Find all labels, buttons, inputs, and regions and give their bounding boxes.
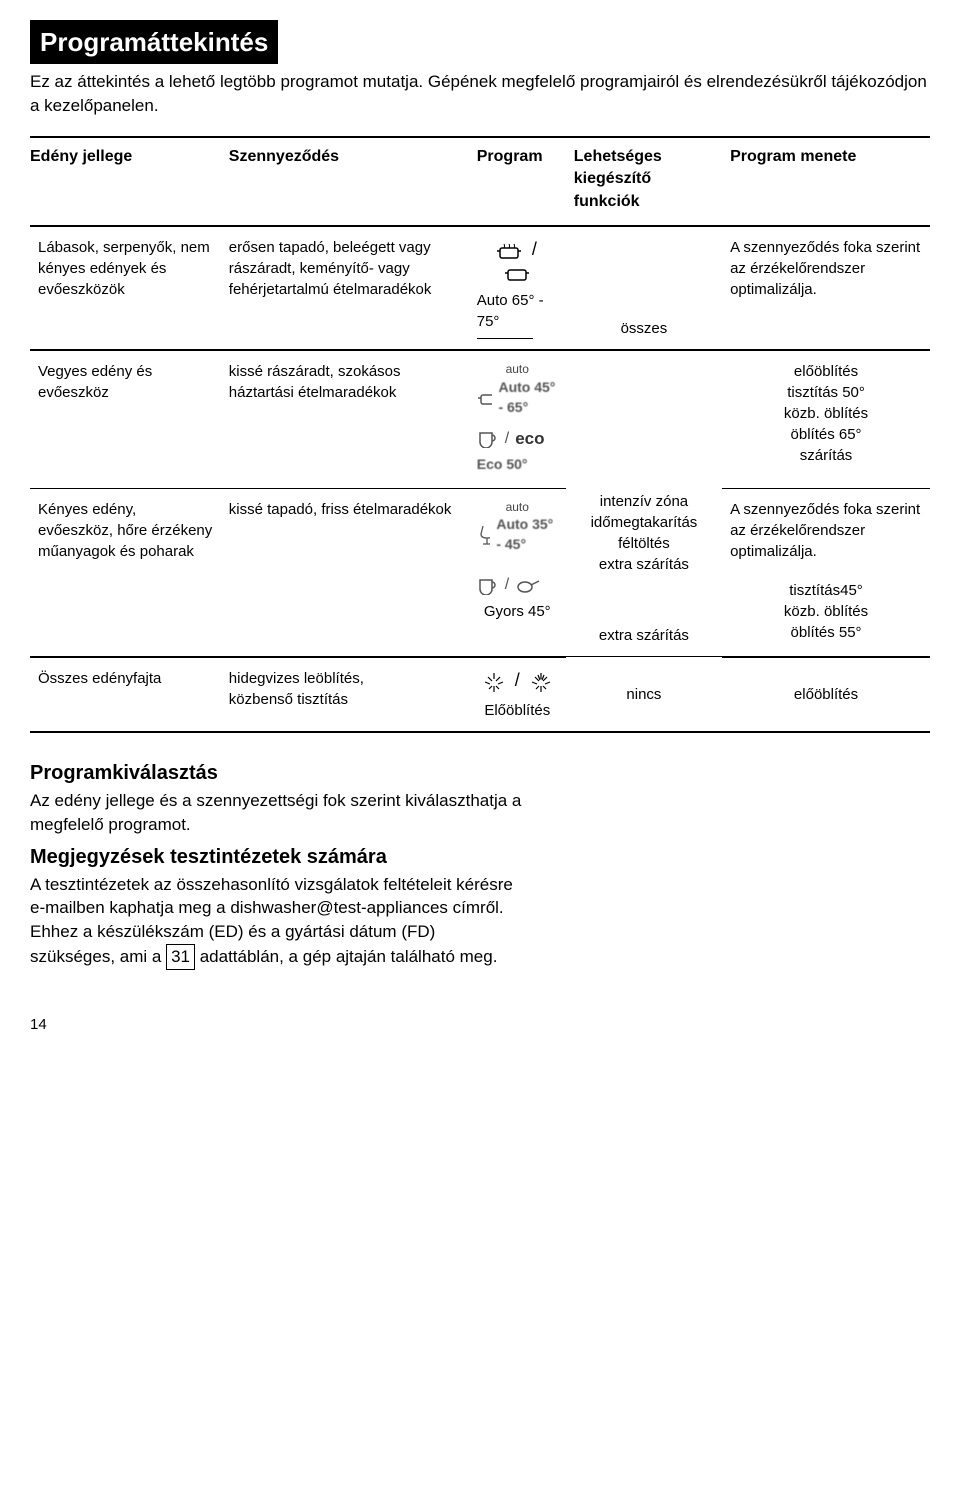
auto-small-label: auto [477, 361, 558, 378]
cell-text: Vegyes edény és evőeszköz [38, 361, 213, 403]
cup-icon [477, 430, 499, 448]
cell-menete: előöblítés tisztítás 50° közb. öblítés ö… [722, 350, 930, 488]
cell-program: / Előöblítés [469, 657, 566, 732]
cell-soil: erősen tapadó, beleégett vagy rászáradt,… [221, 226, 469, 350]
cell-text: kissé tapadó, friss ételmaradékok [229, 499, 461, 520]
programs-table: Edény jellege Szennyeződés Program Lehet… [30, 136, 930, 733]
program-icons: / [477, 668, 558, 694]
pan-icon [515, 577, 541, 595]
cell-dish: Összes edényfajta [30, 657, 221, 732]
table-row: Összes edényfajta hidegvizes leöblítés, … [30, 657, 930, 732]
slash: / [515, 670, 520, 690]
cell-text: extra szárítás [574, 554, 714, 575]
program-temp: Auto 65° - 75° [477, 290, 558, 332]
cell-text: A szennyeződés foka szerint az érzékelőr… [730, 237, 922, 300]
program-eco: / eco [477, 427, 558, 451]
spray-icon [481, 670, 507, 694]
cell-soil: kissé tapadó, friss ételmaradékok [221, 488, 469, 657]
header-soil: Szennyeződés [221, 137, 469, 226]
slash: / [505, 574, 509, 596]
cell-text: időmegtakarítás [574, 512, 714, 533]
cell-text: A szennyeződés foka szerint az érzékelőr… [730, 499, 922, 562]
cell-text: tisztítás 50° [730, 382, 922, 403]
cup-icon [477, 577, 499, 595]
page-title: Programáttekintés [30, 20, 278, 64]
pot-icon [477, 389, 493, 407]
eco-label: eco [515, 427, 544, 451]
cell-options: intenzív zóna időmegtakarítás féltöltés … [566, 350, 722, 657]
cell-menete: A szennyeződés foka szerint az érzékelőr… [722, 226, 930, 350]
cell-text: közbenső tisztítás [229, 689, 461, 710]
cell-text: Lábasok, serpenyők, nem kényes edények é… [38, 237, 213, 300]
cell-text: extra szárítás [574, 625, 714, 646]
program-auto: Auto 45° - 65° [477, 378, 558, 417]
intro-text: Ez az áttekintés a lehető legtöbb progra… [30, 70, 930, 118]
cell-soil: kissé rászáradt, szokásos háztartási éte… [221, 350, 469, 488]
cell-program: auto Auto 45° - 65° / eco Eco 50° [469, 350, 566, 488]
divider [477, 338, 534, 339]
page-number: 14 [30, 1014, 930, 1035]
cell-text: intenzív zóna [574, 491, 714, 512]
cell-options: nincs [566, 657, 722, 732]
section-heading-programkivalasztas: Programkiválasztás [30, 759, 525, 787]
program-auto-glass: Auto 35° - 45° [477, 515, 558, 554]
slash: / [505, 428, 509, 450]
program-text: Auto 35° - 45° [496, 515, 557, 554]
cell-text: előöblítés [730, 684, 922, 705]
header-program: Program [469, 137, 566, 226]
cell-soil: hidegvizes leöblítés, közbenső tisztítás [221, 657, 469, 732]
cell-text: Összes edényfajta [38, 668, 213, 689]
program-gyors: / [477, 574, 558, 596]
header-menete: Program menete [722, 137, 930, 226]
program-text: Auto 45° - 65° [498, 378, 557, 417]
cell-program: / Auto 65° - 75° [469, 226, 566, 350]
cell-options: összes [566, 226, 722, 350]
cell-text: hidegvizes leöblítés, [229, 668, 461, 689]
table-row: Lábasok, serpenyők, nem kényes edények é… [30, 226, 930, 350]
slash: / [532, 239, 537, 259]
bottom-section: Programkiválasztás Az edény jellege és a… [30, 759, 525, 970]
reference-box: 31 [166, 944, 195, 970]
header-options: Lehetséges kiegészítő funkciók [566, 137, 722, 226]
cell-dish: Lábasok, serpenyők, nem kényes edények é… [30, 226, 221, 350]
cell-menete: előöblítés [722, 657, 930, 732]
cell-text: tisztítás45° [730, 580, 922, 601]
cell-text: öblítés 55° [730, 622, 922, 643]
pot-icon [502, 262, 532, 284]
cell-text: nincs [574, 684, 714, 705]
cell-text: előöblítés [730, 361, 922, 382]
cell-text: öblítés 65° [730, 424, 922, 445]
cell-text: féltöltés [574, 533, 714, 554]
cell-dish: Kényes edény, evőeszköz, hőre érzékeny m… [30, 488, 221, 657]
program-text: Eco 50° [477, 455, 558, 475]
program-text: Előöblítés [477, 700, 558, 721]
cell-text: közb. öblítés [730, 403, 922, 424]
table-row: Kényes edény, evőeszköz, hőre érzékeny m… [30, 488, 930, 657]
program-icons: / [477, 237, 558, 284]
cell-text: összes [574, 318, 714, 339]
cell-text: szárítás [730, 445, 922, 466]
cell-menete: A szennyeződés foka szerint az érzékelőr… [722, 488, 930, 657]
glass-icon [477, 524, 491, 546]
paragraph: Ehhez a készülékszám (ED) és a gyártási … [30, 920, 525, 970]
spray-dense-icon [528, 670, 554, 694]
auto-small-label: auto [477, 499, 558, 516]
header-dish: Edény jellege [30, 137, 221, 226]
pot-intensive-icon [494, 240, 524, 262]
paragraph: Az edény jellege és a szennyezettségi fo… [30, 789, 525, 837]
paragraph: A tesztintézetek az összehasonlító vizsg… [30, 873, 525, 921]
cell-text: Kényes edény, evőeszköz, hőre érzékeny m… [38, 499, 213, 562]
cell-text: közb. öblítés [730, 601, 922, 622]
table-row: Vegyes edény és evőeszköz kissé rászárad… [30, 350, 930, 488]
section-heading-tesztintezetek: Megjegyzések tesztintézetek számára [30, 843, 525, 871]
program-text: Gyors 45° [477, 601, 558, 622]
table-header-row: Edény jellege Szennyeződés Program Lehet… [30, 137, 930, 226]
cell-text: erősen tapadó, beleégett vagy rászáradt,… [229, 237, 461, 300]
cell-text: kissé rászáradt, szokásos háztartási éte… [229, 361, 461, 403]
cell-dish: Vegyes edény és evőeszköz [30, 350, 221, 488]
cell-program: auto Auto 35° - 45° / Gyors 45° [469, 488, 566, 657]
text-span: adattáblán, a gép ajtaján található meg. [195, 947, 497, 966]
